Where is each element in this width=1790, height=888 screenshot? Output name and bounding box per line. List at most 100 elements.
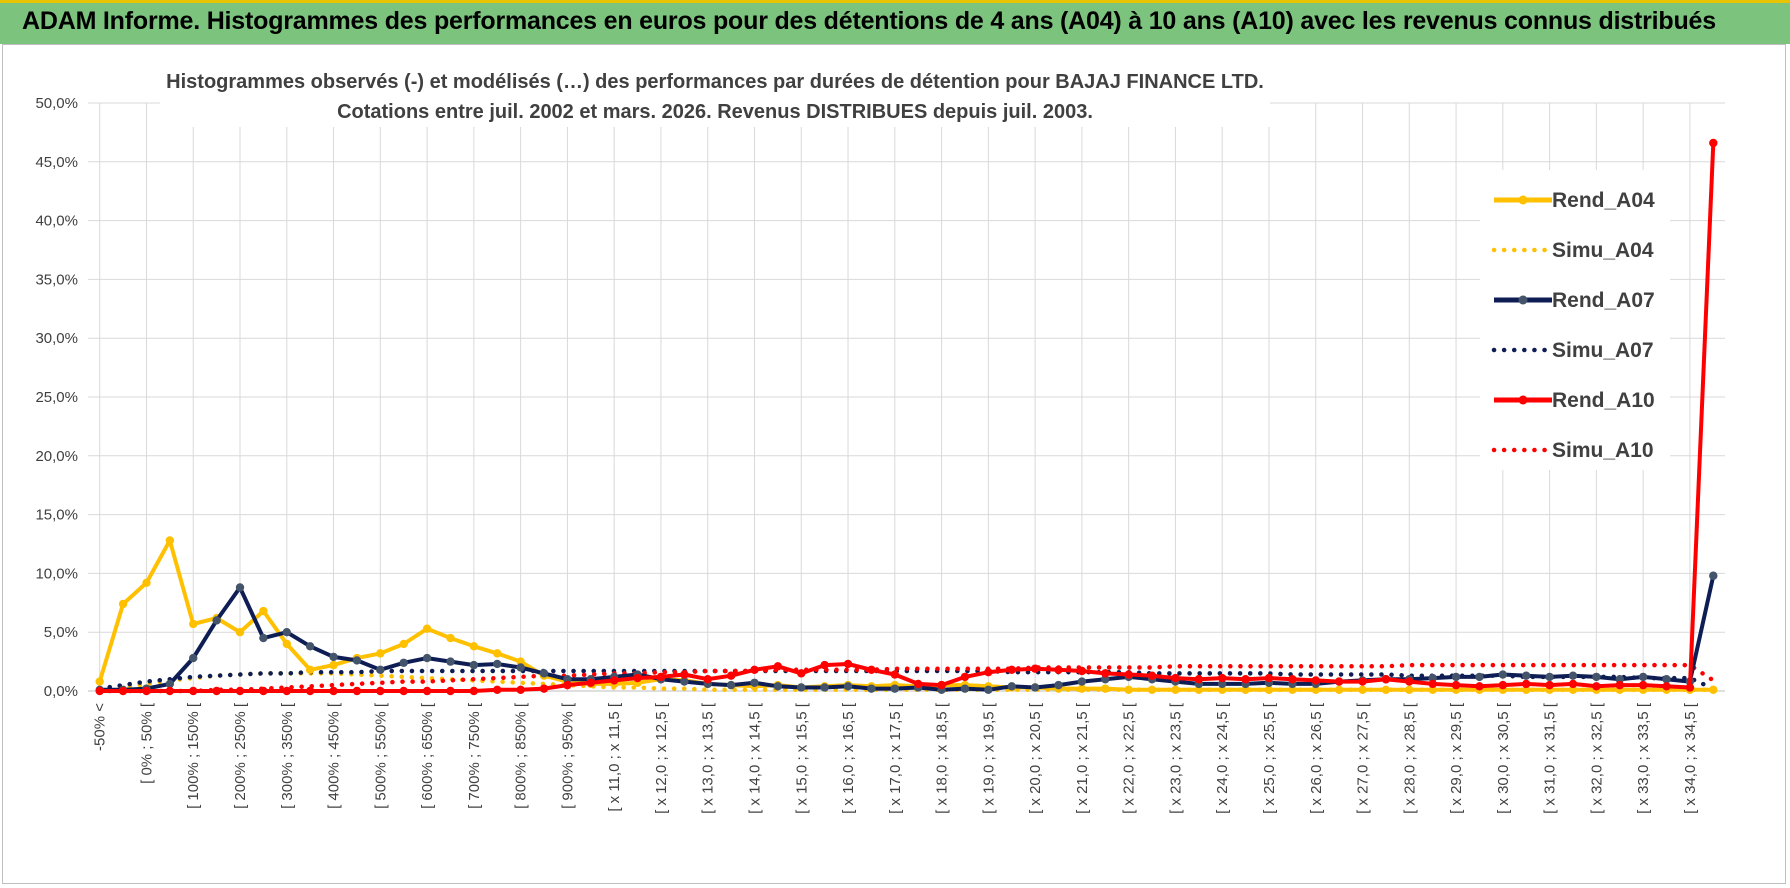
data-point-rend_a07 (1054, 680, 1063, 690)
data-point-rend_a07 (797, 683, 806, 692)
x-tick-label: [ x 30,0 ; x 30,5 [ (1495, 702, 1512, 814)
data-point-rend_a10 (960, 672, 970, 682)
data-point-rend_a10 (1381, 675, 1391, 684)
data-point-rend_a07 (165, 679, 175, 689)
data-point-rend_a04 (1522, 685, 1531, 695)
legend-label-simu_a10: Simu_A10 (1552, 439, 1654, 462)
y-tick-label: 10,0% (35, 565, 78, 582)
data-point-rend_a04 (1405, 685, 1414, 695)
data-point-rend_a07 (890, 684, 900, 693)
data-point-rend_a04 (118, 599, 128, 609)
data-point-rend_a10 (422, 686, 432, 696)
data-point-rend_a04 (1147, 685, 1157, 695)
data-point-rend_a10 (1475, 682, 1484, 691)
x-tick-label: [ x 27,0 ; x 27,5 [ (1355, 702, 1372, 814)
x-tick-label: [ x 14,0 ; x 14,5 [ (746, 702, 763, 814)
data-point-rend_a04 (95, 677, 104, 686)
data-point-rend_a10 (493, 685, 502, 695)
data-point-rend_a10 (563, 680, 572, 690)
data-point-rend_a10 (1030, 664, 1040, 673)
data-point-rend_a10 (726, 671, 736, 680)
legend-marker-rend_a10 (1518, 395, 1528, 405)
data-point-rend_a07 (1451, 672, 1461, 682)
y-tick-label: 40,0% (35, 213, 78, 230)
x-tick-label: [ x 11,0 ; x 11,5 [ (606, 702, 623, 812)
data-point-rend_a04 (1381, 685, 1391, 695)
data-point-rend_a10 (282, 686, 291, 696)
data-point-rend_a07 (1498, 670, 1508, 679)
data-point-rend_a10 (913, 679, 923, 689)
x-tick-label: [ 900% ; 950% [ (559, 702, 576, 809)
data-point-rend_a04 (1709, 685, 1718, 695)
series-line-rend_a04 (97, 538, 1714, 692)
data-point-rend_a07 (235, 583, 245, 592)
legend-label-simu_a04: Simu_A04 (1552, 239, 1654, 262)
x-tick-label: [ x 28,0 ; x 28,5 [ (1401, 702, 1418, 814)
data-point-rend_a04 (1311, 685, 1320, 695)
data-point-rend_a07 (1030, 683, 1040, 692)
y-tick-label: 30,0% (35, 330, 78, 347)
data-point-rend_a07 (1522, 671, 1531, 680)
x-tick-label: [ 600% ; 650% [ (419, 702, 436, 809)
chart-title-line1: Histogrammes observés (-) et modélisés (… (166, 71, 1264, 93)
data-point-rend_a10 (1522, 679, 1531, 689)
data-point-rend_a04 (469, 642, 479, 651)
data-point-rend_a10 (586, 678, 595, 687)
y-tick-label: 20,0% (35, 448, 78, 465)
data-point-rend_a04 (399, 639, 408, 649)
x-tick-label: [ x 15,0 ; x 15,5 [ (793, 702, 810, 814)
data-point-rend_a07 (750, 678, 759, 687)
data-point-rend_a10 (165, 686, 175, 696)
x-tick-label: -50% < (92, 703, 109, 751)
data-point-rend_a10 (1498, 680, 1508, 690)
y-tick-label: 35,0% (35, 271, 78, 288)
x-tick-label: [ x 25,0 ; x 25,5 [ (1261, 702, 1278, 814)
data-point-rend_a04 (1218, 685, 1227, 695)
y-tick-label: 5,0% (44, 624, 78, 641)
x-tick-label: [ 200% ; 250% [ (232, 702, 249, 809)
legend-label-simu_a07: Simu_A07 (1552, 339, 1654, 362)
data-point-rend_a04 (305, 665, 315, 675)
data-point-rend_a10 (1358, 677, 1367, 686)
data-point-rend_a07 (867, 684, 876, 693)
data-point-rend_a07 (563, 675, 572, 684)
legend-box (1480, 170, 1670, 470)
data-point-rend_a07 (493, 659, 502, 669)
series-line-simu_a07 (97, 668, 1716, 691)
series-line-rend_a10 (99, 142, 1716, 693)
x-tick-label: [ 500% ; 550% [ (372, 702, 389, 809)
data-point-rend_a04 (493, 649, 502, 658)
data-point-rend_a10 (984, 667, 993, 677)
data-point-rend_a10 (1592, 682, 1601, 691)
data-point-rend_a10 (797, 669, 806, 678)
x-tick-label: [ x 20,0 ; x 20,5 [ (1027, 702, 1044, 814)
data-point-rend_a10 (890, 670, 900, 679)
data-point-rend_a07 (1475, 672, 1484, 682)
data-point-rend_a04 (259, 606, 268, 616)
x-tick-label: [ x 26,0 ; x 26,5 [ (1308, 702, 1325, 814)
data-point-rend_a10 (1545, 680, 1554, 690)
data-point-rend_a04 (1264, 685, 1274, 695)
data-point-rend_a07 (1662, 675, 1671, 684)
data-point-rend_a07 (1592, 672, 1601, 682)
data-point-rend_a10 (516, 685, 525, 695)
x-tick-label: [ 100% ; 150% [ (185, 702, 202, 809)
data-point-rend_a10 (1405, 677, 1414, 686)
data-point-rend_a07 (282, 628, 291, 637)
data-point-rend_a07 (820, 683, 829, 692)
data-point-rend_a10 (1241, 675, 1250, 684)
data-point-rend_a04 (446, 633, 455, 643)
data-point-rend_a04 (1334, 685, 1344, 695)
data-point-rend_a10 (259, 686, 268, 696)
data-point-rend_a10 (680, 670, 689, 679)
data-point-rend_a07 (1101, 675, 1110, 684)
data-point-rend_a10 (1451, 680, 1461, 690)
data-point-rend_a10 (118, 686, 128, 696)
data-point-rend_a07 (469, 660, 479, 670)
data-point-rend_a04 (1101, 684, 1110, 693)
data-point-rend_a10 (376, 686, 385, 696)
data-point-rend_a10 (399, 686, 408, 696)
x-tick-label: [ 300% ; 350% [ (279, 702, 296, 809)
data-point-rend_a10 (142, 686, 151, 696)
data-point-rend_a04 (1124, 685, 1133, 695)
